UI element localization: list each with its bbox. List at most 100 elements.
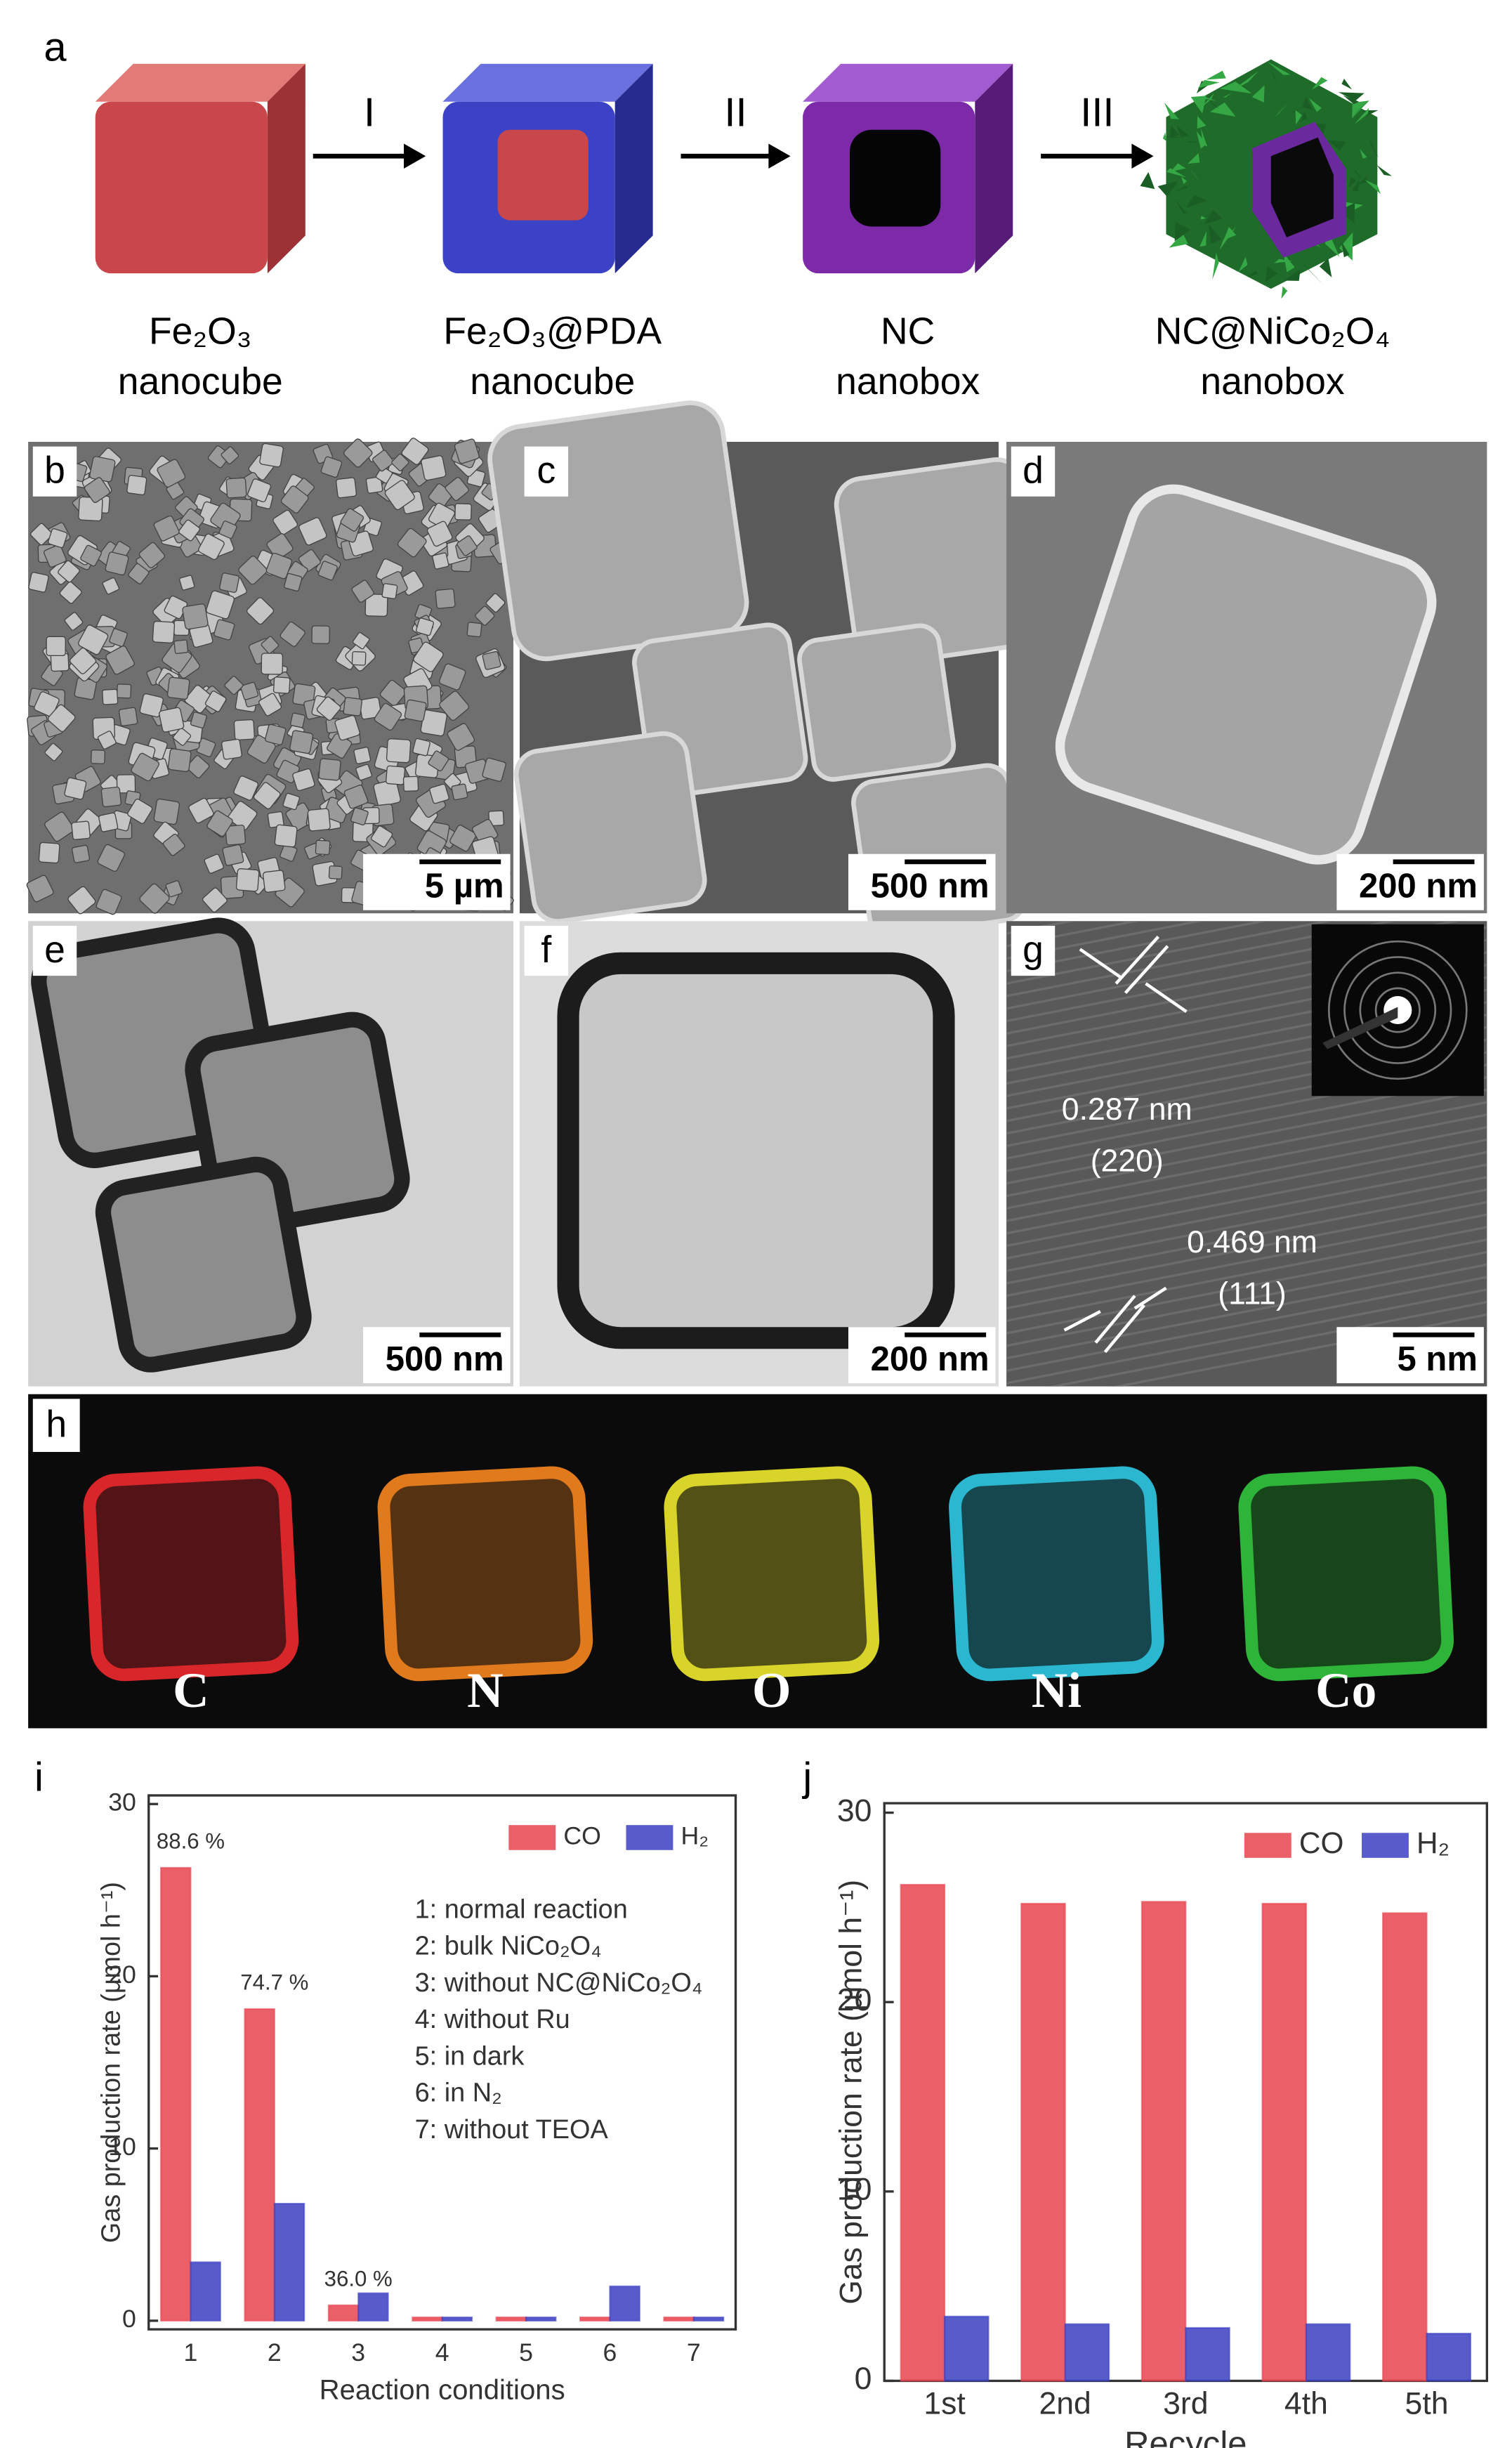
- particle: [179, 575, 195, 591]
- legend-swatch: [1362, 1833, 1409, 1858]
- particle: [162, 833, 185, 856]
- particle: [343, 697, 362, 716]
- panel-label: b: [44, 450, 65, 492]
- particle: [454, 503, 472, 521]
- nanosheet: [1311, 77, 1328, 90]
- nanosheet: [1274, 258, 1293, 263]
- legend-swatch: [508, 1825, 556, 1850]
- particle: [365, 476, 383, 494]
- particle: [224, 676, 244, 695]
- panel-label-box: [1011, 446, 1056, 497]
- nanosheet: [1265, 266, 1277, 283]
- particle: [290, 712, 305, 728]
- nanosheet: [1284, 268, 1301, 281]
- particle: [426, 521, 453, 547]
- particle: [29, 523, 53, 546]
- lattice-fringe: [1006, 1101, 1487, 1198]
- y-tick-label: 10: [837, 2173, 872, 2207]
- nanosheet: [1352, 98, 1371, 118]
- particle: [89, 456, 116, 483]
- x-tick-label: 4: [435, 2338, 449, 2367]
- particle: [261, 653, 284, 675]
- nanosheet: [1209, 102, 1236, 117]
- nanosheet: [1343, 95, 1360, 105]
- bar: [1382, 1912, 1428, 2382]
- particle: [64, 777, 87, 800]
- cube-hollow: [850, 129, 941, 227]
- x-tick-label: 3rd: [1163, 2387, 1208, 2421]
- particle: [190, 712, 207, 729]
- particle: [262, 870, 286, 893]
- cube-top: [803, 63, 1013, 102]
- lattice-fringe: [1006, 1163, 1487, 1260]
- particle: [165, 880, 183, 898]
- x-tick-label: 1st: [923, 2387, 966, 2421]
- lattice-fringe: [1006, 1151, 1487, 1248]
- particle: [266, 533, 294, 560]
- particle: [83, 1466, 299, 1682]
- nanosheet: [1174, 185, 1189, 192]
- particle: [664, 1466, 880, 1682]
- particle: [98, 812, 119, 832]
- bar: [609, 2285, 640, 2322]
- bar: [495, 2316, 527, 2322]
- particle: [364, 594, 388, 617]
- particle: [413, 641, 444, 672]
- lattice-fringe: [1048, 1300, 1487, 1387]
- particle: [247, 478, 272, 503]
- particle: [328, 865, 343, 879]
- element-label: O: [752, 1663, 791, 1718]
- scale-bar-label: 5 nm: [1398, 1340, 1478, 1378]
- particle: [71, 820, 91, 840]
- nanosheet: [1360, 149, 1367, 159]
- legend-label: H₂: [681, 1821, 709, 1850]
- fringe-arrow: [1133, 1286, 1167, 1310]
- element-label: Co: [1315, 1663, 1376, 1718]
- particle: [218, 521, 237, 539]
- x-axis-title: Reaction conditions: [320, 2375, 565, 2406]
- particle: [412, 738, 430, 757]
- nanosheet: [1295, 110, 1302, 125]
- particle: [298, 517, 327, 546]
- lattice-fringe: [1006, 1176, 1487, 1272]
- particle: [69, 647, 97, 674]
- legend-label: CO: [1299, 1826, 1343, 1859]
- bar: [1185, 2326, 1230, 2382]
- particle: [557, 952, 955, 1349]
- nanosheet: [1308, 98, 1322, 112]
- lattice-fringe: [1006, 921, 1398, 997]
- x-tick-label: 2nd: [1039, 2387, 1091, 2421]
- step-label: II: [724, 91, 747, 136]
- particle: [340, 508, 364, 532]
- particle: [96, 889, 122, 915]
- nanosheet: [1376, 164, 1392, 176]
- condition-note: 4: without Ru: [415, 2005, 570, 2034]
- lattice-fringe: [1006, 1213, 1487, 1310]
- arrow-head: [768, 143, 791, 169]
- cube-front: [95, 101, 268, 274]
- particle: [34, 691, 60, 717]
- particle: [259, 443, 284, 468]
- particle: [197, 533, 225, 561]
- particle: [372, 450, 394, 472]
- fringe-marker: [1124, 945, 1169, 995]
- particle: [84, 477, 110, 504]
- particle: [28, 572, 49, 593]
- particle: [97, 731, 117, 750]
- nanosheet: [1169, 125, 1180, 138]
- particle: [47, 528, 68, 549]
- particle: [343, 438, 373, 468]
- bar: [441, 2316, 473, 2322]
- lattice-fringe: [1006, 921, 1333, 985]
- nanosheet: [1200, 216, 1207, 220]
- bar: [663, 2316, 695, 2322]
- bar: [357, 2292, 389, 2322]
- particle: [282, 792, 301, 811]
- particle: [153, 515, 180, 542]
- particle: [100, 786, 122, 808]
- scale-bar-label: 200 nm: [871, 1340, 990, 1378]
- fringe-arrow: [1063, 1309, 1101, 1332]
- particle: [397, 528, 427, 558]
- particle: [432, 552, 449, 570]
